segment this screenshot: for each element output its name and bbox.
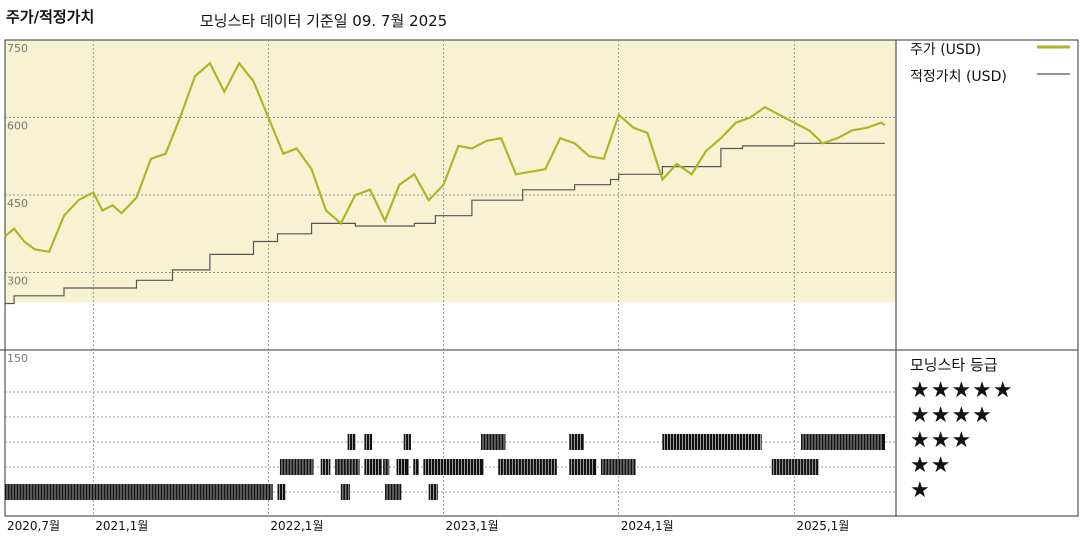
one-star-row: ★ xyxy=(910,478,931,503)
x-tick-label: 2024,1월 xyxy=(621,519,674,533)
rating-bar-3-star xyxy=(347,434,356,450)
rating-panel-title: 모닝스타 등급 xyxy=(910,356,998,374)
grid-layer xyxy=(0,39,1079,517)
x-tick-label: 2020,7월 xyxy=(7,519,60,533)
data-date-subtitle: 모닝스타 데이터 기준일 09. 7월 2025 xyxy=(200,12,448,30)
plot-background xyxy=(5,40,896,303)
rating-bar-2-star xyxy=(423,459,484,475)
x-tick-label: 2023,1월 xyxy=(446,519,499,533)
y-tick-label: 600 xyxy=(7,120,28,133)
rating-bar-1-star xyxy=(428,484,438,500)
rating-bar-2-star xyxy=(383,459,390,475)
rating-bar-2-star xyxy=(413,459,419,475)
rating-bar-2-star xyxy=(364,459,382,475)
rating-bar-1-star xyxy=(340,484,350,500)
price-line xyxy=(4,61,886,254)
three-star-row: ★★★ xyxy=(910,428,973,453)
legend-price-label: 주가 (USD) xyxy=(910,42,982,58)
rating-bar-3-star xyxy=(801,434,885,450)
rating-bar-2-star xyxy=(396,459,409,475)
rating-bar-3-star xyxy=(364,434,373,450)
chart-title: 주가/적정가치 xyxy=(6,8,95,26)
rating-bar-1-star xyxy=(277,484,286,500)
rating-bar-3-star xyxy=(662,434,762,450)
fair-value-line xyxy=(5,142,885,305)
x-tick-label: 2025,1월 xyxy=(796,519,849,533)
x-axis-labels: 2020,7월 2021,1월 2022,1월 2023,1월 2024,1월 2025,… xyxy=(7,519,849,533)
five-star-row: ★★★★★ xyxy=(910,378,1014,403)
rating-history-bars xyxy=(5,434,885,500)
two-star-row: ★★ xyxy=(910,453,952,478)
y-tick-label: 300 xyxy=(7,275,28,288)
x-tick-label: 2021,1월 xyxy=(95,519,148,533)
y-tick-label: 750 xyxy=(7,42,28,55)
chart-frame xyxy=(4,39,1079,517)
four-star-row: ★★★★ xyxy=(910,403,993,428)
rating-bar-3-star xyxy=(480,434,506,450)
y-tick-label: 150 xyxy=(7,352,28,365)
x-tick-label: 2022,1월 xyxy=(270,519,323,533)
rating-bar-2-star xyxy=(335,459,360,475)
y-tick-label: 450 xyxy=(7,197,28,210)
legend-fair-label: 적정가치 (USD) xyxy=(910,69,1007,85)
y-axis-labels: 750 600 450 300 150 xyxy=(7,42,28,365)
rating-bar-3-star xyxy=(403,434,411,450)
